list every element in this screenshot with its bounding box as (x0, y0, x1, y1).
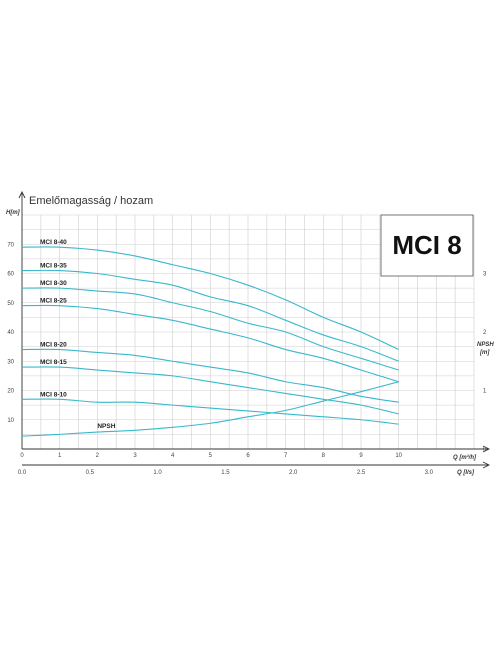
series-labels: MCI 8-40 MCI 8-35 MCI 8-30 MCI 8-25 MCI 8-20… (40, 239, 116, 430)
y-axis-label: H[m] (6, 210, 21, 216)
x2-tick-label: 1.0 (153, 470, 162, 476)
chart-title: Emelőmagasság / hozam (29, 195, 153, 207)
x2-tick-label: 2.0 (289, 470, 298, 476)
series-label-mci-8-40: MCI 8-40 (40, 239, 67, 246)
npsh-axis-label: NPSH (477, 342, 494, 348)
x-tick-label: 10 (395, 453, 402, 459)
x2-tick-label: 0.5 (86, 470, 95, 476)
series-label-mci-8-20: MCI 8-20 (40, 342, 67, 349)
series-label-npsh: NPSH (97, 423, 115, 430)
y-tick-label: 70 (7, 242, 14, 248)
npsh-axis-unit: [m] (479, 350, 490, 356)
x-tick-label: 6 (246, 453, 250, 459)
curve-mci-8-20 (21, 348, 399, 403)
x-tick-label: 7 (284, 453, 288, 459)
x2-axis-arrow (482, 461, 491, 469)
curve-mci-8-25 (21, 304, 399, 383)
y-tick-label: 10 (7, 418, 14, 424)
y-axis-arrow (18, 190, 26, 199)
npsh-tick-label: 3 (483, 272, 487, 278)
series-label-mci-8-10: MCI 8-10 (40, 391, 67, 398)
x-tick-label: 2 (96, 453, 100, 459)
x2-tick-label: 0.0 (18, 470, 27, 476)
y-tick-label: 30 (7, 359, 14, 365)
x2-tick-label: 1.5 (221, 470, 230, 476)
x-axis-label-ls: Q [l/s] (457, 470, 475, 476)
series-label-mci-8-30: MCI 8-30 (40, 280, 67, 287)
curve-mci-8-40 (21, 246, 399, 351)
npsh-tick-label: 0 (483, 447, 487, 453)
npsh-tick-label: 1 (483, 389, 487, 395)
x-axis-label-m3h: Q [m³/h] (453, 454, 477, 461)
y-tick-label: 50 (7, 301, 14, 307)
y-tick-label: 40 (7, 330, 14, 336)
x-tick-label: 0 (20, 453, 24, 459)
x-tick-label: 5 (209, 453, 213, 459)
x-tick-label: 9 (359, 453, 363, 459)
x-tick-label: 1 (58, 453, 62, 459)
curve-mci-8-30 (21, 287, 399, 371)
npsh-tick-label: 2 (483, 330, 487, 336)
curve-mci-8-35 (21, 269, 399, 362)
series-label-mci-8-35: MCI 8-35 (40, 263, 67, 270)
curve-mci-8-15 (21, 366, 399, 415)
y-tick-label: 20 (7, 389, 14, 395)
curve-mci-8-10 (21, 398, 399, 425)
series-label-mci-8-25: MCI 8-25 (40, 298, 67, 305)
curve-npsh (21, 381, 399, 437)
model-name: MCI 8 (392, 230, 461, 260)
axes (18, 190, 491, 469)
x2-tick-label: 2.5 (357, 470, 366, 476)
x-tick-label: 4 (171, 453, 175, 459)
series-label-mci-8-15: MCI 8-15 (40, 359, 67, 366)
y-tick-label: 60 (7, 272, 14, 278)
x-axis-arrow (482, 445, 491, 453)
series-curves (21, 246, 399, 437)
x2-tick-label: 3.0 (425, 470, 434, 476)
x-tick-label: 3 (133, 453, 137, 459)
x-tick-label: 8 (322, 453, 326, 459)
model-box (380, 214, 474, 277)
